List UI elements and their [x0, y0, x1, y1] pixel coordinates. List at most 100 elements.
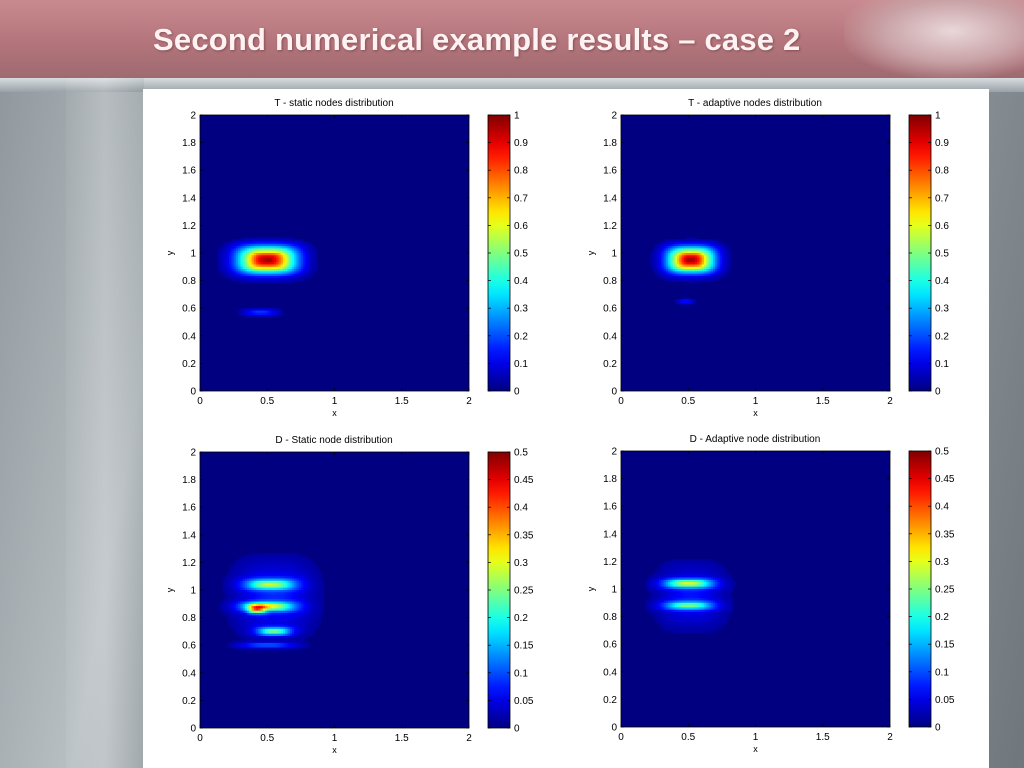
heatmap-cell: [265, 610, 268, 614]
heatmap-cell: [273, 278, 277, 282]
heatmap-cell: [670, 609, 674, 613]
heatmap-cell: [251, 273, 255, 277]
heatmap-cell: [690, 276, 694, 279]
heatmap-cell: [686, 271, 689, 275]
heatmap-cell: [287, 241, 291, 245]
heatmap-cell: [300, 601, 304, 605]
heatmap-cell: [321, 583, 324, 586]
heatmap-cell: [285, 246, 289, 249]
heatmap-cell: [296, 619, 300, 623]
heatmap-cell: [645, 605, 649, 608]
heatmap-cell: [681, 582, 685, 585]
heatmap-cell: [276, 587, 280, 591]
heatmap-cell: [222, 585, 226, 589]
heatmap-cell: [235, 276, 239, 279]
heatmap-cell: [316, 583, 320, 586]
heatmap-cell: [253, 585, 257, 589]
heatmap-cell: [273, 236, 277, 240]
heatmap-cell: [710, 607, 714, 611]
heatmap-cell: [686, 266, 689, 270]
heatmap-cell: [307, 276, 311, 279]
heatmap-cell: [697, 264, 701, 268]
heatmap-cell: [670, 559, 674, 562]
heatmap-cell: [703, 602, 707, 606]
heatmap-cell: [726, 586, 730, 590]
heatmap-cell: [244, 583, 248, 586]
heatmap-cell: [316, 567, 320, 570]
heatmap-cell: [276, 276, 280, 279]
heatmap-cell: [298, 562, 302, 566]
heatmap-cell: [253, 553, 257, 557]
heatmap-cell: [242, 633, 246, 637]
heatmap-cell: [220, 250, 224, 254]
heatmap-cell: [287, 567, 291, 570]
heatmap-cell: [659, 271, 662, 275]
heatmap-cell: [238, 250, 241, 254]
heatmap-cell: [265, 592, 268, 596]
heatmap-cell: [280, 246, 284, 249]
heatmap-cell: [692, 572, 696, 576]
heatmap-cell: [690, 253, 694, 256]
heatmap-cell: [650, 612, 653, 615]
heatmap-cell: [656, 572, 660, 576]
heatmap-cell: [697, 559, 701, 562]
heatmap-cell: [659, 600, 662, 604]
heatmap-cell: [251, 264, 255, 268]
heatmap-cell: [699, 253, 703, 256]
heatmap-cell: [260, 580, 264, 584]
heatmap-cell: [663, 595, 667, 599]
colorbar-tick-label: 0.2: [935, 612, 949, 623]
heatmap-cell: [694, 612, 698, 615]
heatmap-cell: [289, 601, 293, 605]
heatmap-cell: [282, 569, 286, 573]
heatmap-cell: [271, 640, 275, 644]
heatmap-cell: [267, 562, 271, 566]
heatmap-cell: [663, 607, 667, 611]
heatmap-cell: [694, 605, 698, 608]
heatmap-cell: [278, 580, 282, 584]
heatmap-cell: [280, 555, 284, 559]
heatmap-cell: [291, 239, 295, 243]
heatmap-cell: [312, 571, 315, 575]
heatmap-cell: [692, 628, 696, 631]
heatmap-cell: [291, 257, 295, 261]
heatmap-cell: [242, 647, 246, 651]
heatmap-cell: [267, 310, 271, 314]
heatmap-cell: [670, 621, 674, 625]
heatmap-cell: [265, 271, 268, 275]
heatmap-cell: [294, 269, 297, 272]
heatmap-cell: [665, 248, 669, 252]
heatmap-cell: [724, 255, 727, 259]
heatmap-cell: [303, 557, 306, 561]
heatmap-cell: [280, 567, 284, 570]
heatmap-cell: [674, 250, 678, 254]
heatmap-cell: [244, 585, 248, 589]
heatmap-cell: [267, 631, 271, 635]
heatmap-cell: [688, 595, 692, 599]
heatmap-cell: [278, 555, 282, 559]
heatmap-cell: [238, 631, 241, 635]
heatmap-cell: [240, 567, 244, 570]
heatmap-cell: [303, 613, 306, 616]
heatmap-cell: [712, 257, 716, 261]
heatmap-cell: [677, 618, 680, 622]
heatmap-cell: [300, 562, 304, 566]
heatmap-cell: [679, 273, 683, 277]
heatmap-cell: [719, 595, 723, 599]
heatmap-cell: [267, 564, 271, 568]
heatmap-cell: [294, 640, 297, 644]
heatmap-cell: [686, 563, 689, 567]
heatmap-cell: [276, 262, 280, 266]
heatmap-cell: [719, 566, 723, 569]
heatmap-cell: [654, 262, 658, 266]
heatmap-cell: [706, 630, 710, 634]
heatmap-cell: [699, 625, 703, 629]
y-tick-label: 0.2: [603, 695, 617, 706]
heatmap-cell: [258, 280, 262, 284]
heatmap-cell: [659, 605, 662, 608]
heatmap-cell: [712, 623, 716, 627]
heatmap-cell: [668, 243, 671, 247]
heatmap-cell: [294, 615, 297, 619]
heatmap-cell: [222, 273, 226, 277]
heatmap-cells: [217, 236, 318, 318]
